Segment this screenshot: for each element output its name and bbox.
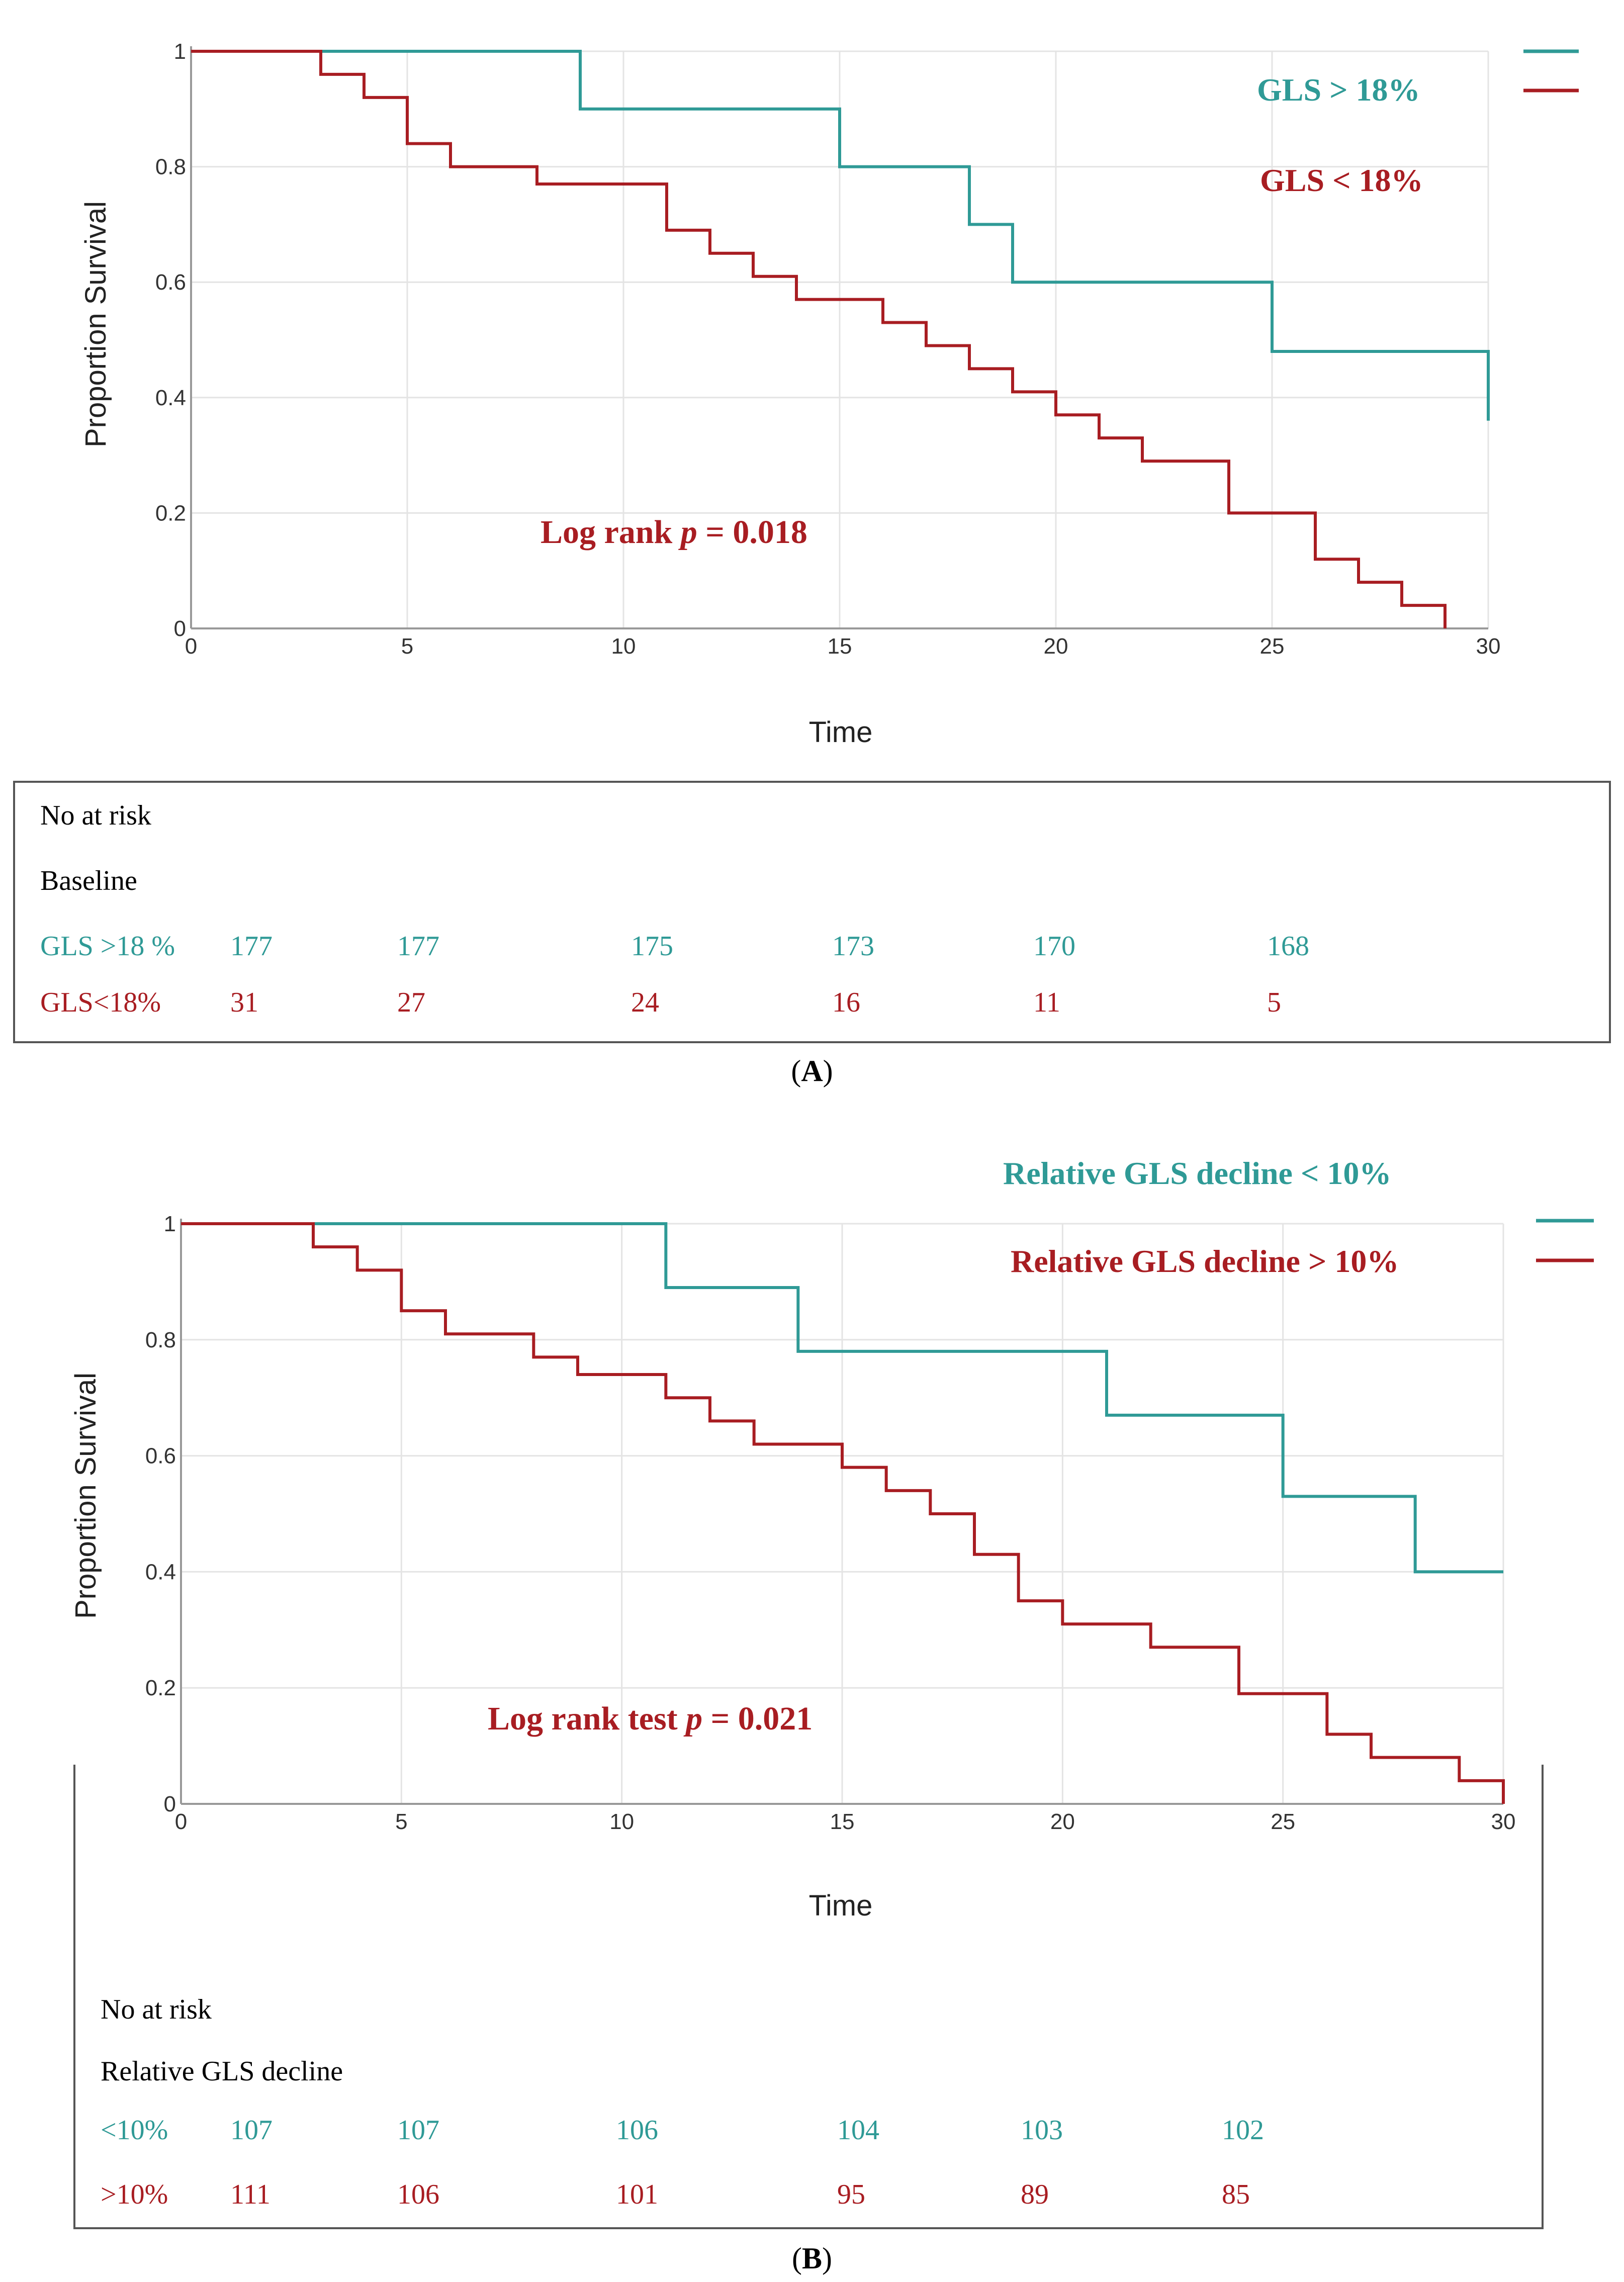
panel-a-x-tick-label: 30 xyxy=(1476,634,1501,659)
panel-b-x-axis-title: Time xyxy=(809,1889,873,1922)
panel-a-risk-cell: 31 xyxy=(230,987,258,1018)
panel-a-x-tick-label: 5 xyxy=(401,634,413,659)
panel-b-risk-cell: 103 xyxy=(1021,2115,1063,2146)
panel-b-risk-cell: 102 xyxy=(1222,2115,1264,2146)
panel-b-risk-cell: 95 xyxy=(837,2179,865,2210)
panel-a-series xyxy=(191,50,1490,628)
panel-b: 0 5 10 15 20 25 30 0 0.2 0.4 0.6 0.8 1 Time Proporti… xyxy=(69,1155,1594,2275)
panel-a-y-tick-label: 0.6 xyxy=(155,270,186,295)
panel-b-risk-cell: 106 xyxy=(397,2179,439,2210)
panel-b-y-tick-label: 0.8 xyxy=(145,1328,176,1352)
panel-b-y-tick-label: 0.6 xyxy=(145,1444,176,1469)
panel-a-x-tick-label: 15 xyxy=(828,634,852,659)
panel-a-risk-cell: 168 xyxy=(1267,931,1309,962)
panel-a-caption: (A) xyxy=(791,1054,833,1087)
panel-b-risk-cell: 107 xyxy=(230,2115,273,2146)
panel-a-series-teal-line xyxy=(191,50,1490,421)
panel-b-logrank-annotation: Log rank test p = 0.021 xyxy=(488,1700,813,1737)
panel-a-logrank-annotation: Log rank p = 0.018 xyxy=(540,514,807,551)
panel-a-axes: 0 5 10 15 20 25 30 0 0.2 0.4 0.6 0.8 1 xyxy=(155,39,1501,659)
panel-a-risk-cell: 27 xyxy=(397,987,425,1018)
panel-b-risk-row-label: >10% xyxy=(101,2179,168,2210)
panel-b-y-axis-title: Proportion Survival xyxy=(69,1373,102,1619)
panel-a-legend-label-2: GLS < 18% xyxy=(1260,162,1423,198)
panel-b-gridlines xyxy=(180,1223,1504,1805)
panel-b-y-tick-label: 0.2 xyxy=(145,1676,176,1700)
panel-b-x-tick-label: 0 xyxy=(175,1809,187,1834)
panel-a-x-tick-label: 10 xyxy=(611,634,636,659)
panel-b-x-tick-label: 10 xyxy=(609,1809,634,1834)
panel-a-y-tick-label: 1 xyxy=(174,39,186,64)
panel-b-y-tick-label: 1 xyxy=(164,1212,176,1236)
panel-a-risk-row-label: GLS<18% xyxy=(40,987,161,1018)
panel-a-risk-table-frame xyxy=(13,781,1611,1043)
panel-b-x-tick-label: 20 xyxy=(1050,1809,1075,1834)
panel-b-legend-label-1: Relative GLS decline < 10% xyxy=(1003,1155,1391,1191)
panel-b-x-tick-label: 15 xyxy=(830,1809,855,1834)
panel-a-risk-cell: 173 xyxy=(832,931,874,962)
panel-b-risk-cell: 89 xyxy=(1021,2179,1049,2210)
panel-a-y-axis-title: Proportion Survival xyxy=(79,201,112,447)
panel-a-risk-title: No at risk xyxy=(40,800,151,831)
panel-a-risk-cell: 5 xyxy=(1267,987,1281,1018)
panel-a: 0 5 10 15 20 25 30 0 0.2 0.4 0.6 0.8 1 Time Proporti… xyxy=(13,39,1611,1087)
panel-a-y-tick-label: 0.4 xyxy=(155,386,186,410)
panel-b-risk-table-frame xyxy=(73,1765,1544,2229)
panel-a-x-axis-title: Time xyxy=(809,716,873,749)
panel-b-caption: (B) xyxy=(792,2242,832,2275)
panel-b-risk-cell: 107 xyxy=(397,2115,439,2146)
panel-a-y-tick-label: 0 xyxy=(174,616,186,641)
panel-b-axes: 0 5 10 15 20 25 30 0 0.2 0.4 0.6 0.8 1 xyxy=(145,1212,1516,1834)
panel-b-x-tick-label: 5 xyxy=(395,1809,407,1834)
panel-b-risk-row-label: <10% xyxy=(101,2115,168,2146)
panel-b-x-tick-label: 25 xyxy=(1271,1809,1295,1834)
panel-b-x-tick-label: 30 xyxy=(1491,1809,1516,1834)
panel-b-risk-cell: 106 xyxy=(616,2115,658,2146)
panel-b-risk-cell: 85 xyxy=(1222,2179,1250,2210)
panel-b-risk-cell: 101 xyxy=(616,2179,658,2210)
panel-a-x-tick-label: 25 xyxy=(1260,634,1285,659)
panel-a-risk-cell: 170 xyxy=(1033,931,1075,962)
panel-a-risk-cell: 177 xyxy=(230,931,273,962)
panel-b-risk-title: No at risk xyxy=(101,1994,212,2025)
panel-b-risk-subtitle: Relative GLS decline xyxy=(101,2056,343,2087)
panel-a-risk-subtitle: Baseline xyxy=(40,865,137,896)
panel-b-series-teal-line xyxy=(181,1222,1503,1574)
panel-a-risk-rows: GLS >18 % 177 177 175 173 170 168 GLS<18% 31 27 24… xyxy=(40,931,1309,1018)
panel-a-risk-cell: 175 xyxy=(631,931,673,962)
panel-b-y-tick-label: 0 xyxy=(164,1792,176,1816)
panel-b-risk-cell: 104 xyxy=(837,2115,879,2146)
panel-b-y-tick-label: 0.4 xyxy=(145,1560,176,1584)
panel-a-x-tick-label: 20 xyxy=(1044,634,1068,659)
panel-a-risk-cell: 16 xyxy=(832,987,860,1018)
panel-a-y-tick-label: 0.8 xyxy=(155,155,186,179)
panel-a-series-red-line xyxy=(191,50,1447,628)
panel-a-risk-cell: 11 xyxy=(1033,987,1060,1018)
panel-a-x-tick-label: 0 xyxy=(185,634,197,659)
panel-a-risk-cell: 24 xyxy=(631,987,659,1018)
panel-b-series xyxy=(181,1222,1505,1804)
panel-b-risk-cell: 111 xyxy=(230,2179,270,2210)
panel-b-series-red-line xyxy=(181,1222,1505,1804)
panel-a-legend-label-1: GLS > 18% xyxy=(1257,72,1420,108)
panel-b-risk-rows: <10% 107 107 106 104 103 102 >10% 111 106 101 95 89 8… xyxy=(101,2115,1264,2210)
panel-b-legend-label-2: Relative GLS decline > 10% xyxy=(1011,1243,1399,1279)
panel-a-y-tick-label: 0.2 xyxy=(155,501,186,525)
panel-a-risk-cell: 177 xyxy=(397,931,439,962)
panel-a-risk-row-label: GLS >18 % xyxy=(40,931,175,962)
